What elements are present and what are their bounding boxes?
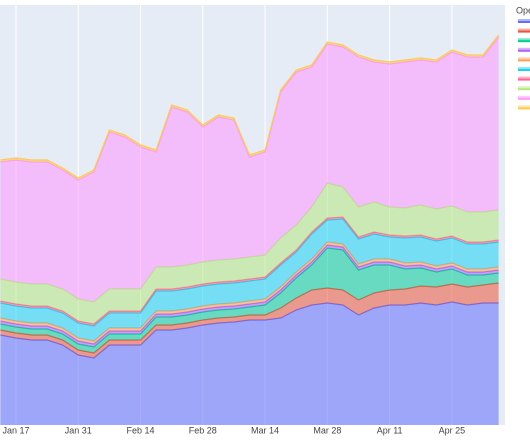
legend-swatch-fill (518, 105, 530, 109)
legend-swatch-fill (518, 19, 530, 22)
legend-swatch-fill (518, 28, 530, 32)
legend-swatch-fill (518, 57, 530, 61)
area-line (0, 34, 500, 179)
legend-swatch-fill (518, 86, 530, 90)
x-tick-label: Apr 11 (377, 425, 403, 435)
area (0, 37, 499, 302)
area (0, 248, 499, 353)
x-tick-label: Apr 25 (439, 425, 466, 435)
legend-title: Ope (516, 5, 530, 15)
x-tick-label: Feb 28 (189, 425, 217, 435)
legend-swatch-fill (518, 95, 530, 99)
area (0, 302, 499, 425)
x-tick-label: Mar 28 (313, 425, 341, 435)
area (0, 283, 499, 358)
area (0, 219, 499, 341)
x-tick-label: Jan 17 (2, 425, 29, 435)
x-tick-label: Jan 31 (65, 425, 92, 435)
area (0, 183, 499, 324)
x-tick-label: Feb 14 (127, 425, 155, 435)
legend-swatch-fill (518, 47, 530, 51)
legend-swatch-fill (518, 67, 530, 70)
legend-swatch-fill (518, 76, 530, 80)
x-tick-label: Mar 14 (251, 425, 279, 435)
legend-swatch-fill (518, 38, 530, 42)
